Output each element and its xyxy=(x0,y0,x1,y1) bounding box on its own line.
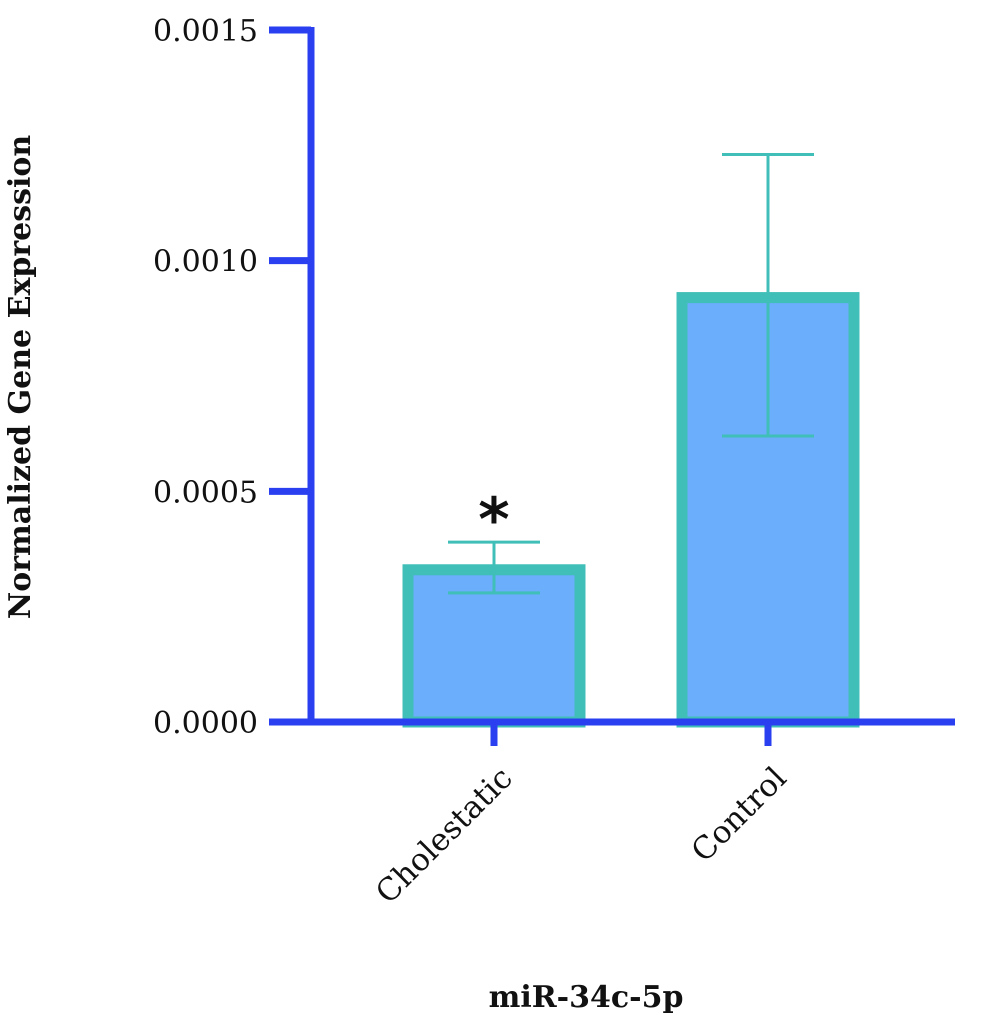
y-tick-label-0.0015: 0.0015 xyxy=(153,14,258,49)
error-bars-layer xyxy=(448,153,814,595)
y-tick-label-0.0000: 0.0000 xyxy=(153,706,258,741)
y-axis-title: Normalized Gene Expression xyxy=(3,135,38,620)
axes-layer xyxy=(269,26,955,746)
x-axis-title: miR-34c-5p xyxy=(489,980,684,1015)
significance-marker: * xyxy=(478,485,509,555)
bars-layer xyxy=(402,292,860,728)
x-tick-label-cholestatic: Cholestatic xyxy=(369,760,520,911)
y-tick-label-0.0010: 0.0010 xyxy=(153,245,258,280)
x-tick-label-control: Control xyxy=(685,760,794,869)
y-tick-label-0.0005: 0.0005 xyxy=(153,475,258,510)
